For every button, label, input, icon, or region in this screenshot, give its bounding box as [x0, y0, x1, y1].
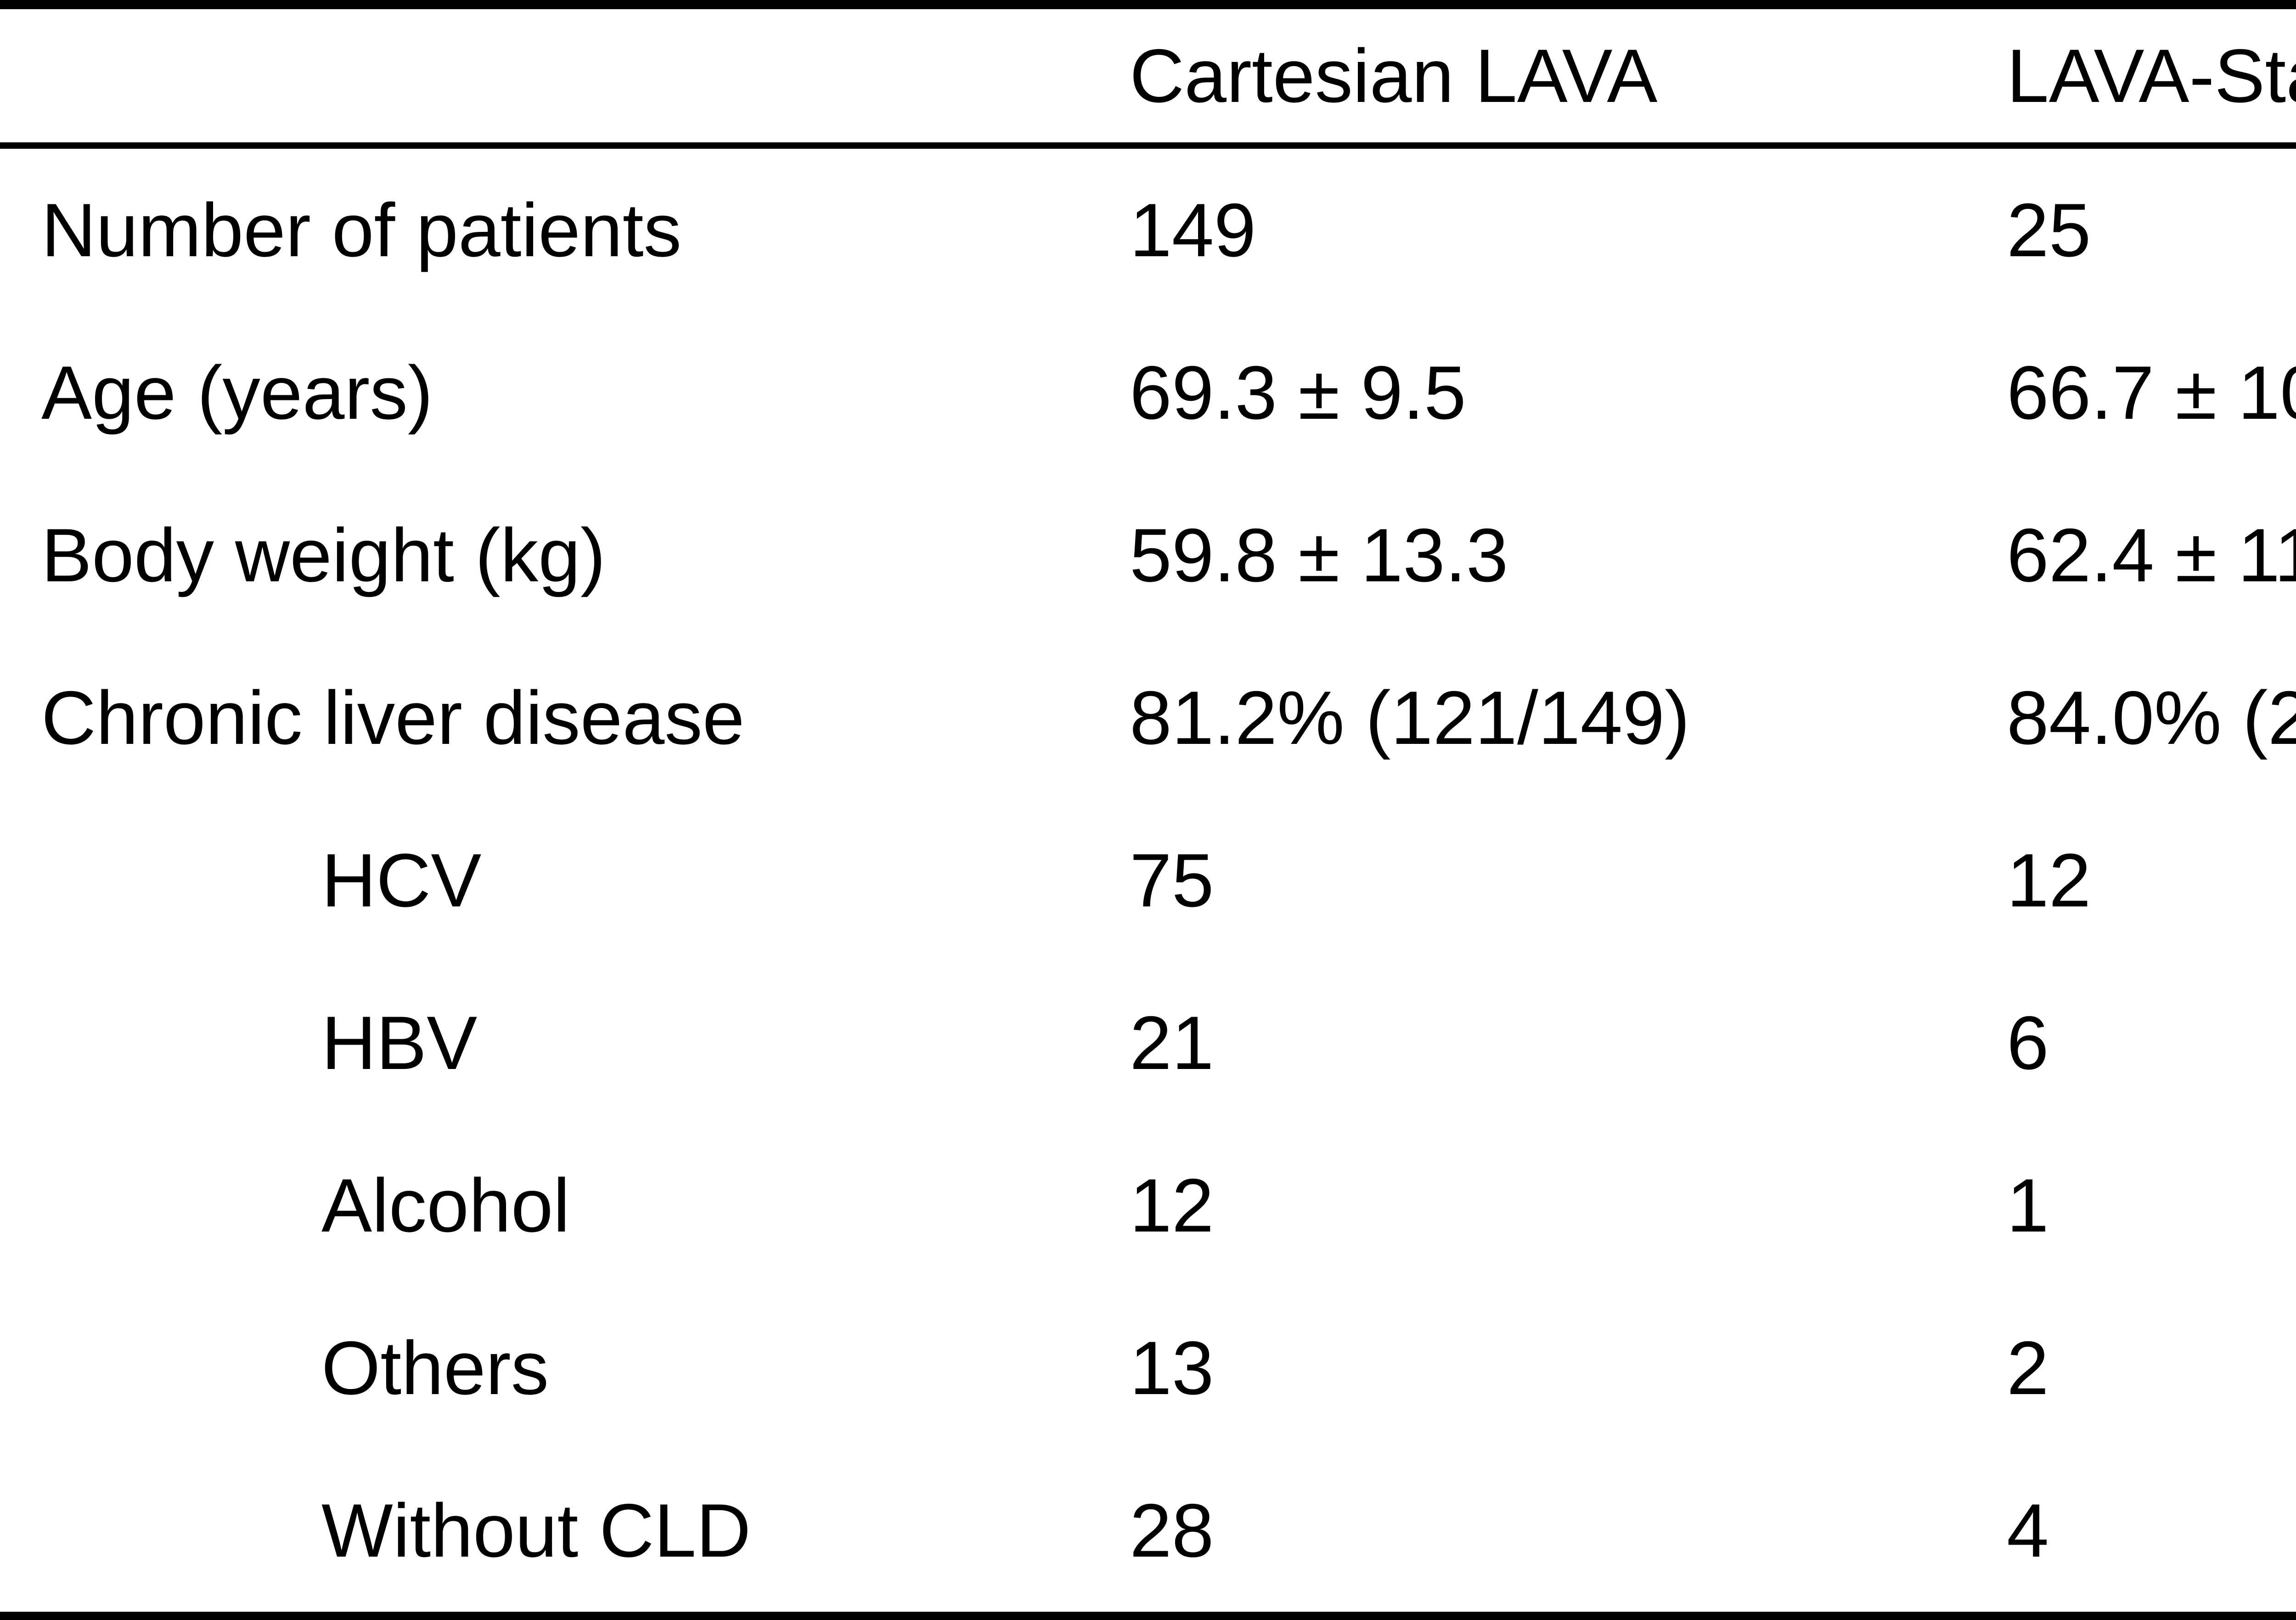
row-label: Number of patients	[41, 187, 682, 272]
row-label: Chronic liver disease	[41, 675, 745, 760]
row-label: Age (years)	[41, 350, 433, 435]
table-row: Age (years) 69.3 ± 9.5 66.7 ± 10.3 0.271…	[0, 311, 2296, 474]
cell-lava-star: 66.7 ± 10.3	[2007, 350, 2296, 435]
cell-cartesian-lava: 81.2% (121/149)	[1130, 675, 1690, 760]
table-row: HBV 21 6	[0, 962, 2296, 1124]
cell-cartesian-lava: 13	[1130, 1325, 1214, 1410]
cell-cartesian-lava: 149	[1130, 187, 1256, 272]
row-label: Others	[321, 1325, 549, 1410]
col-header-blank	[0, 9, 1130, 142]
cell-cartesian-lava: 28	[1130, 1488, 1214, 1573]
cell-lava-star: 2	[2007, 1325, 2049, 1410]
cell-cartesian-lava: 59.8 ± 13.3	[1130, 512, 1508, 597]
cell-lava-star: 6	[2007, 1000, 2049, 1085]
row-label: Without CLD	[321, 1488, 751, 1573]
header-divider	[0, 142, 2296, 149]
row-label: HCV	[321, 838, 482, 922]
table-row: HCV 75 12	[0, 799, 2296, 962]
cell-lava-star: 84.0% (21/25)	[2007, 675, 2296, 760]
cell-lava-star: 4	[2007, 1488, 2049, 1573]
row-label: Alcohol	[321, 1163, 570, 1248]
cell-lava-star: 62.4 ± 11.7	[2007, 512, 2296, 597]
table-row: Others 13 2	[0, 1287, 2296, 1449]
cell-cartesian-lava: 21	[1130, 1000, 1214, 1085]
table-row: Chronic liver disease 81.2% (121/149) 84…	[0, 636, 2296, 799]
cell-cartesian-lava: 69.3 ± 9.5	[1130, 350, 1466, 435]
table-row: Without CLD 28 4	[0, 1449, 2296, 1612]
table-row: Number of patients 149 25	[0, 149, 2296, 311]
row-label: HBV	[321, 1000, 478, 1085]
cell-lava-star: 1	[2007, 1163, 2049, 1248]
row-label: Body weight (kg)	[41, 512, 606, 597]
cell-cartesian-lava: 12	[1130, 1163, 1214, 1248]
table-row: Body weight (kg) 59.8 ± 13.3 62.4 ± 11.7…	[0, 474, 2296, 636]
col-header-cartesian-lava: Cartesian LAVA	[1130, 33, 1658, 118]
cell-cartesian-lava: 75	[1130, 838, 1214, 922]
cell-lava-star: 12	[2007, 838, 2091, 922]
col-header-lava-star: LAVA-Star	[2007, 33, 2296, 118]
cell-lava-star: 25	[2007, 187, 2091, 272]
table-row: Alcohol 12 1	[0, 1124, 2296, 1287]
header-row: Cartesian LAVA LAVA-Star P value	[0, 9, 2296, 142]
